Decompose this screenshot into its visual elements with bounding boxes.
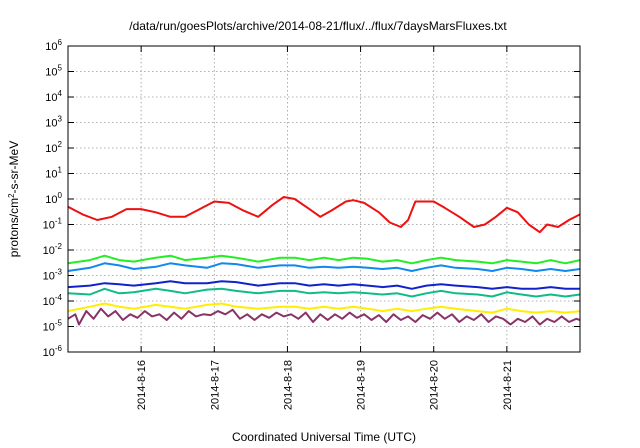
y-tick-exponent: 5 (58, 64, 63, 73)
y-tick-base: 10 (45, 143, 57, 155)
y-tick-exponent: 1 (58, 166, 63, 175)
y-tick-label: 10-1 (43, 217, 63, 232)
y-tick-base: 10 (43, 322, 55, 334)
y-tick-base: 10 (45, 118, 57, 130)
y-tick-label: 10-2 (43, 242, 63, 257)
y-tick-exponent: 6 (58, 38, 63, 47)
grid-lines (68, 45, 580, 353)
x-tick-label: 2014-8-20 (429, 360, 441, 410)
y-tick-label: 10-3 (43, 268, 63, 283)
y-tick-label: 10-6 (43, 344, 63, 359)
series-line-5 (67, 287, 581, 298)
y-tick-label: 104 (45, 89, 62, 104)
y-tick-base: 10 (43, 296, 55, 308)
x-tick-label: 2014-8-21 (502, 360, 514, 410)
y-tick-exponent: 3 (58, 115, 63, 124)
y-tick-exponent: 2 (58, 140, 63, 149)
y-tick-label: 106 (45, 38, 62, 53)
series-line-6 (67, 302, 581, 314)
y-tick-label: 103 (45, 115, 62, 130)
y-tick-label: 10-4 (43, 293, 63, 308)
y-tick-base: 10 (43, 347, 55, 359)
y-tick-base: 10 (45, 92, 57, 104)
y-tick-exponent: -3 (55, 268, 63, 277)
y-tick-label: 102 (45, 140, 62, 155)
y-tick-exponent: -2 (55, 242, 63, 251)
y-tick-base: 10 (43, 271, 55, 283)
y-tick-base: 10 (45, 41, 57, 53)
x-axis-label: Coordinated Universal Time (UTC) (232, 430, 416, 444)
series-line-1 (67, 196, 581, 234)
y-tick-exponent: 4 (58, 89, 63, 98)
y-tick-label: 105 (45, 64, 62, 79)
series-line-7 (67, 307, 581, 326)
chart-title: /data/run/goesPlots/archive/2014-08-21/f… (129, 19, 507, 33)
y-tick-label: 101 (45, 166, 62, 181)
y-axis-label-rest: -s-sr-MeV (7, 141, 21, 194)
y-tick-labels: 10-610-510-410-310-210-11001011021031041… (43, 38, 63, 359)
y-axis-label: protons/cm2-s-sr-MeV (7, 141, 21, 257)
y-tick-base: 10 (45, 169, 57, 181)
y-tick-exponent: -1 (55, 217, 63, 226)
series-line-4 (67, 280, 580, 290)
plot-frame (67, 45, 581, 353)
y-tick-exponent: 0 (58, 191, 63, 200)
y-tick-exponent: -6 (55, 344, 63, 353)
y-tick-base: 10 (45, 194, 57, 206)
y-tick-base: 10 (43, 220, 55, 232)
x-tick-label: 2014-8-17 (209, 360, 221, 410)
y-tick-exponent: -4 (55, 293, 63, 302)
x-tick-label: 2014-8-19 (356, 360, 368, 410)
x-tick-label: 2014-8-18 (282, 360, 294, 410)
y-tick-base: 10 (43, 245, 55, 257)
series-layer (67, 196, 581, 326)
y-tick-exponent: -5 (55, 319, 63, 328)
series-line-3 (67, 262, 581, 272)
series-line-2 (67, 254, 581, 265)
x-tick-labels: 2014-8-16 2014-8-17 2014-8-18 2014-8-19 2014… (136, 360, 514, 410)
y-tick-base: 10 (45, 67, 57, 79)
y-axis-label-superscript: 2 (7, 193, 16, 198)
x-tick-label: 2014-8-16 (136, 360, 148, 410)
y-tick-label: 100 (45, 191, 62, 206)
y-tick-label: 10-5 (43, 319, 63, 334)
